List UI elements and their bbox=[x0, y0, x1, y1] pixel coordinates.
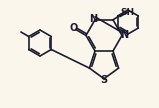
Text: S: S bbox=[100, 75, 107, 85]
Text: SH: SH bbox=[120, 8, 134, 17]
Text: N: N bbox=[89, 14, 98, 24]
Text: N: N bbox=[120, 30, 128, 40]
Text: O: O bbox=[70, 23, 78, 33]
